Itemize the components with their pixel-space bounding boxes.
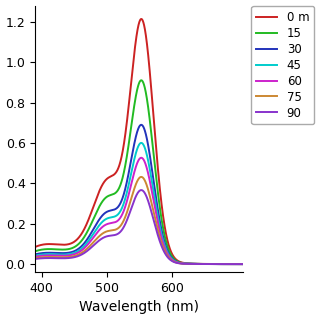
90 <box>58 256 62 260</box>
15 <box>130 122 133 126</box>
Line: 15: 15 <box>35 80 243 264</box>
30 <box>130 156 133 160</box>
30 <box>140 123 143 127</box>
30 <box>126 175 130 179</box>
75 <box>241 262 245 266</box>
0 m <box>126 112 130 116</box>
45 <box>241 262 245 266</box>
60 <box>33 255 37 259</box>
15 <box>33 249 37 253</box>
60 <box>130 181 133 185</box>
15 <box>241 262 245 266</box>
60 <box>140 156 143 160</box>
90 <box>140 188 143 192</box>
0 m <box>241 262 245 266</box>
15 <box>152 154 156 158</box>
75 <box>140 175 143 179</box>
0 m <box>50 242 53 246</box>
45 <box>140 141 143 145</box>
90 <box>241 262 245 266</box>
Line: 75: 75 <box>35 177 243 264</box>
45 <box>130 170 133 173</box>
90 <box>50 256 53 260</box>
60 <box>58 254 62 258</box>
30 <box>152 180 156 184</box>
75 <box>126 208 130 212</box>
X-axis label: Wavelength (nm): Wavelength (nm) <box>79 300 199 315</box>
45 <box>58 252 62 256</box>
45 <box>33 254 37 258</box>
75 <box>50 255 53 259</box>
30 <box>58 251 62 255</box>
75 <box>122 219 125 223</box>
0 m <box>58 243 62 247</box>
75 <box>152 211 156 215</box>
60 <box>241 262 245 266</box>
15 <box>140 78 143 82</box>
Line: 0 m: 0 m <box>35 19 243 264</box>
90 <box>152 219 156 223</box>
45 <box>122 202 125 206</box>
Line: 45: 45 <box>35 143 243 264</box>
75 <box>33 256 37 260</box>
60 <box>152 200 156 204</box>
30 <box>241 262 245 266</box>
90 <box>126 216 130 220</box>
0 m <box>140 17 143 21</box>
30 <box>122 193 125 197</box>
0 m <box>152 118 156 122</box>
60 <box>50 253 53 257</box>
15 <box>126 148 130 152</box>
0 m <box>130 76 133 80</box>
45 <box>50 252 53 256</box>
0 m <box>33 245 37 249</box>
15 <box>122 172 125 176</box>
Line: 30: 30 <box>35 125 243 264</box>
Line: 90: 90 <box>35 190 243 264</box>
60 <box>122 210 125 213</box>
45 <box>152 191 156 195</box>
15 <box>58 248 62 252</box>
90 <box>122 226 125 229</box>
45 <box>126 187 130 190</box>
75 <box>130 196 133 199</box>
Line: 60: 60 <box>35 158 243 264</box>
75 <box>58 255 62 259</box>
90 <box>130 206 133 210</box>
0 m <box>122 144 125 148</box>
90 <box>33 257 37 261</box>
30 <box>33 252 37 256</box>
60 <box>126 196 130 200</box>
15 <box>50 247 53 251</box>
Legend: 0 m, 15, 30, 45, 60, 75, 90: 0 m, 15, 30, 45, 60, 75, 90 <box>251 6 314 124</box>
30 <box>50 251 53 255</box>
